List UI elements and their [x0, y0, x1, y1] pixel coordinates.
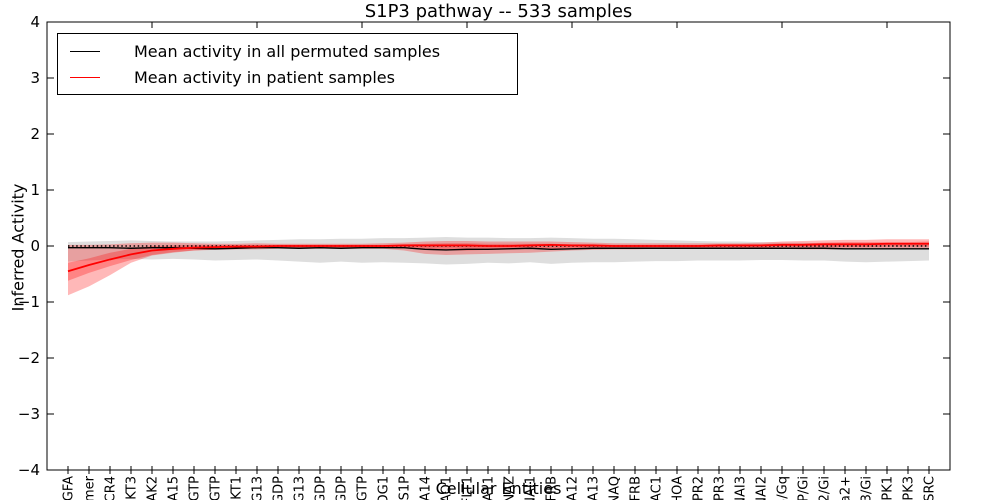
x-category-label: S1P/S1P3/G12/G13 — [251, 476, 266, 500]
y-axis-label: Inferred Activity — [8, 183, 28, 312]
chart-title: S1P3 pathway -- 533 samples — [364, 1, 633, 22]
y-tick-label: 3 — [30, 69, 40, 87]
x-category-label: G12/G13 — [293, 476, 308, 500]
legend-item-permuted: Mean activity in all permuted samples — [70, 39, 517, 63]
x-category-label: AKT1 — [230, 476, 245, 500]
y-tick-label: −2 — [18, 349, 40, 367]
x-category-label: PDGFB-D/PDGFRB — [545, 476, 560, 500]
x-category-label: GNA14 — [419, 476, 434, 500]
x-category-label: EDG1 — [377, 476, 392, 500]
x-category-label: mol:Ca2+ — [839, 476, 854, 500]
x-category-label: S1P/S1P3/Gq — [776, 476, 791, 500]
x-category-label: AKT3 — [125, 476, 140, 500]
legend-item-patient: Mean activity in patient samples — [70, 65, 517, 89]
x-category-label: FLT1 — [461, 476, 476, 500]
x-category-label: VEGFR1 homodimer/VEGFA homodimer — [83, 475, 98, 500]
x-category-label: GNAO1 — [440, 476, 455, 500]
x-category-label: S1P/S1P2/Gi — [818, 476, 833, 500]
x-category-label: MAPK3 — [902, 476, 917, 500]
x-category-label: mol:GDP — [272, 476, 287, 500]
x-category-label: RhoA/GDP — [335, 476, 350, 500]
x-category-label: mol:S1P — [398, 476, 413, 500]
x-category-label: RAC1 — [650, 476, 665, 500]
patient-line-swatch — [70, 76, 100, 78]
x-category-label: VEGFA — [62, 476, 77, 500]
x-category-label: SRC — [923, 476, 938, 500]
x-category-label: GNA15 — [167, 476, 182, 500]
x-category-label: S1PR3 — [713, 476, 728, 500]
x-category-label: GNAI3 — [734, 476, 749, 500]
x-category-label: GNAI2 — [755, 476, 770, 500]
x-category-label: GNA11 — [482, 476, 497, 500]
permuted-mean-line — [68, 246, 929, 251]
permuted-line-swatch — [70, 50, 100, 52]
y-tick-label: 4 — [30, 13, 40, 31]
y-tick-label: 0 — [30, 237, 40, 255]
x-category-label: GNA13 — [587, 476, 602, 500]
x-category-label: GNA12 — [566, 476, 581, 500]
permuted-confidence-band — [68, 237, 929, 265]
legend-label-patient: Mean activity in patient samples — [134, 67, 395, 87]
x-category-label: Rac1/GTP — [188, 476, 203, 500]
y-tick-label: 2 — [30, 125, 40, 143]
x-category-label: JAK2 — [146, 476, 161, 500]
x-category-label: S1P1/S1P/Gi — [797, 476, 812, 500]
patient-mean-line — [67, 242, 929, 273]
legend: Mean activity in all permuted samples Me… — [57, 33, 518, 95]
x-category-label: PDGFRB — [629, 476, 644, 500]
x-category-label: RHOA — [671, 476, 686, 500]
y-tick-label: −1 — [18, 293, 40, 311]
x-axis-label: Cellular Entities — [435, 479, 562, 498]
y-tick-label: 1 — [30, 181, 40, 199]
x-category-label: GNAZ — [503, 476, 518, 500]
legend-label-permuted: Mean activity in all permuted samples — [134, 41, 441, 61]
y-tick-label: −4 — [18, 461, 40, 479]
x-category-label: S1PR2 — [692, 476, 707, 500]
x-category-label: S1P/S1P3/Gi — [860, 476, 875, 500]
x-category-label: CXCR4 — [104, 476, 119, 500]
x-category-label: MAPK1 — [881, 476, 896, 500]
x-category-label: RhoA/GTP — [209, 476, 224, 500]
x-category-label: Rac1/GDP — [314, 476, 329, 500]
x-category-label: GNAI1 — [524, 476, 539, 500]
x-category-label: mol:GTP — [356, 476, 371, 500]
y-tick-label: −3 — [18, 405, 40, 423]
x-category-label: GNAQ — [608, 476, 623, 500]
